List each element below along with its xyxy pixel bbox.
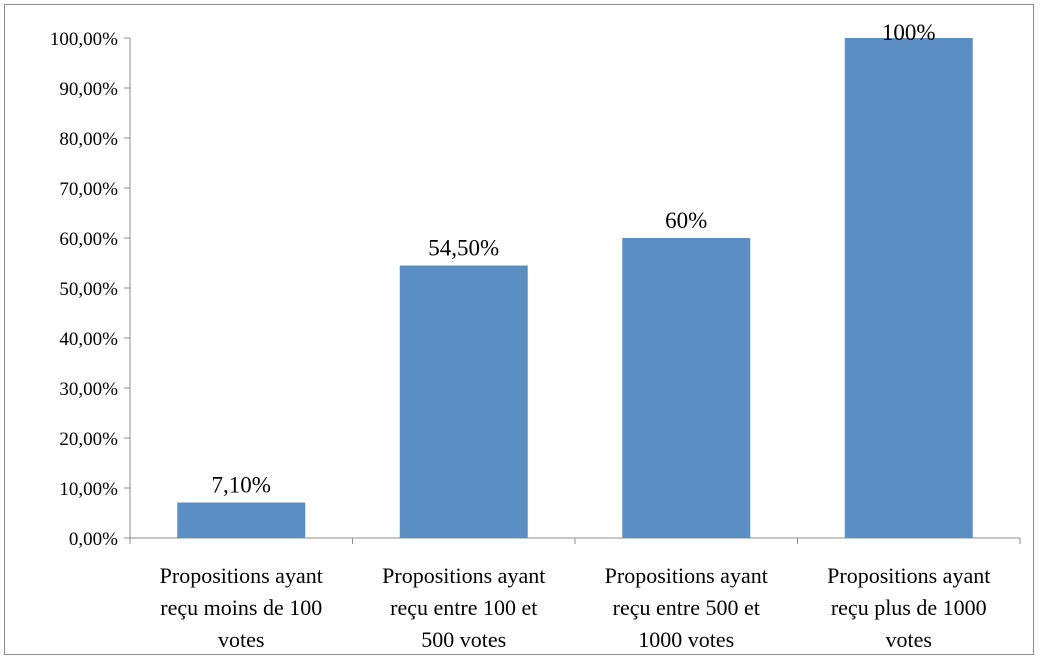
- y-tick-label: 80,00%: [59, 129, 118, 150]
- y-tick-label: 30,00%: [59, 379, 118, 400]
- category-label: 500 votes: [421, 627, 506, 652]
- data-label: 100%: [882, 20, 936, 45]
- y-tick-label: 10,00%: [59, 479, 118, 500]
- category-label: Propositions ayant: [827, 563, 990, 588]
- category-label: votes: [218, 627, 264, 652]
- data-label: 7,10%: [212, 473, 271, 498]
- y-tick-label: 90,00%: [59, 79, 118, 100]
- category-label: Propositions ayant: [160, 563, 323, 588]
- category-label: Propositions ayant: [382, 563, 545, 588]
- category-label: reçu moins de 100: [160, 595, 322, 620]
- y-tick-label: 100,00%: [50, 29, 118, 50]
- data-label: 60%: [665, 208, 707, 233]
- bar: [399, 265, 528, 538]
- data-label: 54,50%: [428, 236, 499, 261]
- category-label: votes: [886, 627, 932, 652]
- category-label: 1000 votes: [638, 627, 734, 652]
- category-label: Propositions ayant: [605, 563, 768, 588]
- bar: [177, 502, 306, 538]
- bar: [622, 238, 751, 538]
- y-tick-label: 20,00%: [59, 429, 118, 450]
- y-tick-label: 50,00%: [59, 279, 118, 300]
- category-label: reçu plus de 1000: [831, 595, 987, 620]
- y-tick-label: 60,00%: [59, 229, 118, 250]
- category-label: reçu entre 100 et: [390, 595, 537, 620]
- category-label: reçu entre 500 et: [613, 595, 760, 620]
- y-tick-label: 70,00%: [59, 179, 118, 200]
- y-tick-label: 0,00%: [69, 529, 118, 550]
- bar: [844, 38, 973, 538]
- y-tick-label: 40,00%: [59, 329, 118, 350]
